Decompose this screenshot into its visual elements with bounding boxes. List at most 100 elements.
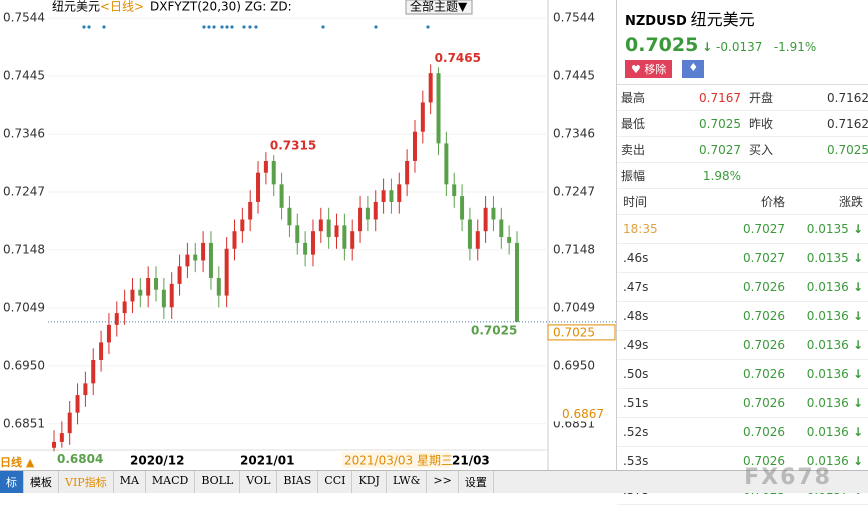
candle-body <box>138 289 143 296</box>
candle-body <box>122 301 127 314</box>
trade-row: .49s 0.7026 0.0136 <box>617 331 868 360</box>
candle-body <box>499 219 504 238</box>
tab[interactable]: BIAS <box>277 471 319 493</box>
trade-cell: 0.0136 <box>785 425 863 439</box>
candle-body <box>99 342 104 360</box>
period[interactable]: 日线 ▲ <box>0 456 35 469</box>
candle-body <box>169 283 174 308</box>
price-label: 0.7025 <box>553 325 595 339</box>
y-tick-label: 0.7148 <box>3 242 45 256</box>
theme-button-label[interactable]: 全部主题▼ <box>410 0 468 14</box>
candle-body <box>295 225 300 243</box>
tab[interactable]: MACD <box>146 471 196 493</box>
trade-cell: .53s <box>623 454 649 468</box>
extreme-label: 0.7025 <box>471 323 517 337</box>
tab[interactable]: >> <box>427 471 459 493</box>
remove-label[interactable]: 移除 <box>644 63 667 76</box>
y-tick-label: 0.7346 <box>553 127 595 141</box>
extreme-label: 0.6804 <box>57 452 103 466</box>
candle-body <box>483 207 488 232</box>
tab-bar: 标模板 VIP指标 MA MACD BOLL VOL BIAS CCI KDJ LW& >> 设置 <box>0 470 868 493</box>
candle-body <box>310 231 315 255</box>
tab[interactable]: CCI <box>318 471 353 493</box>
stat-row: 振幅 1.98% <box>617 163 868 189</box>
trade-cell: 0.7027 <box>743 222 785 236</box>
trade-row: .50s 0.7026 0.0136 <box>617 360 868 389</box>
quote-price-row: 0.7025 ↓ -0.0137 -1.91% <box>625 34 817 56</box>
tab[interactable]: 设置 <box>459 471 494 493</box>
candle-body <box>365 207 370 220</box>
button-row: ♥ 移除 ♦ <box>617 60 868 85</box>
candle-body <box>475 231 480 249</box>
candle-body <box>154 278 159 290</box>
tab[interactable]: VOL <box>240 471 278 493</box>
candle-body <box>342 225 347 249</box>
alert-button[interactable]: ♦ <box>682 60 705 78</box>
trade-cell: 0.0136 <box>785 396 863 410</box>
theme-button[interactable] <box>405 0 473 15</box>
candle-body <box>460 196 465 220</box>
candle-body <box>59 433 64 442</box>
trade-cell: .50s <box>623 367 649 381</box>
date-label: 21/03 <box>452 454 490 468</box>
candle-body <box>326 219 331 238</box>
header: 纽元美元 <box>52 0 100 14</box>
change: -0.0137 <box>716 40 763 54</box>
trade-cell: 0.7026 <box>743 338 785 352</box>
trade-cell: 0.0135 <box>785 251 863 265</box>
date-highlight <box>342 452 450 468</box>
quote-panel: NZDUSD 纽元美元 0.7025 ↓ -0.0137 -1.91% ♥ 移除… <box>616 0 868 505</box>
stat-cell: 昨收 <box>749 117 774 131</box>
stat-cell: 0.7025 <box>827 142 868 157</box>
candle-body <box>491 207 496 220</box>
trade-row: .48s 0.7026 0.0136 <box>617 302 868 331</box>
trade-cell: .52s <box>623 425 649 439</box>
remove-button[interactable]: ♥ 移除 <box>625 60 673 78</box>
stat-cell: 1.98% <box>702 168 741 183</box>
stat-cell: 0.7025 <box>699 116 741 131</box>
stat-cell: 振幅 <box>621 169 646 183</box>
tab[interactable]: 模板 <box>24 471 59 493</box>
candle-body <box>507 237 512 243</box>
trade-cell: 0.7026 <box>743 367 785 381</box>
candle-body <box>389 190 394 202</box>
trades: 18:350.70270.0135.46s0.70270.0135.47s0.7… <box>617 215 868 505</box>
tab[interactable]: VIP指标 <box>59 471 114 493</box>
candle-body <box>75 395 80 413</box>
candle-body <box>248 201 253 220</box>
candle-body <box>67 412 72 434</box>
candle-body <box>287 207 292 226</box>
tab[interactable]: BOLL <box>195 471 241 493</box>
candle-body <box>405 160 410 185</box>
y-tick-label: 0.6851 <box>3 416 45 430</box>
candle-body <box>412 131 417 161</box>
tab[interactable]: KDJ <box>352 471 387 493</box>
candle-body <box>83 383 88 396</box>
y-tick-label: 0.7049 <box>3 300 45 314</box>
tab[interactable]: LW& <box>387 471 428 493</box>
trade-cell: 0.0136 <box>785 367 863 381</box>
price-box <box>547 324 616 341</box>
signal-dots <box>82 25 430 29</box>
candle-body <box>263 160 268 173</box>
trade-header: 时间 价格 涨跌 <box>617 189 868 215</box>
ref-label: 0.6867 <box>562 407 604 421</box>
candle-body <box>373 201 378 220</box>
trade-row: .51s 0.7026 0.0136 <box>617 389 868 418</box>
symbol: NZDUSD <box>625 14 687 29</box>
trade-cell: 18:35 <box>623 222 658 236</box>
candle-body <box>177 266 182 284</box>
trade-cell: 0.7026 <box>743 425 785 439</box>
stat-cell: 0.7027 <box>699 142 741 157</box>
date-label: 2021/03/03 星期三 <box>344 454 453 468</box>
candle-body <box>114 313 119 325</box>
tab[interactable]: 标 <box>0 471 24 493</box>
candle-body <box>106 324 111 343</box>
candle-body <box>146 278 151 296</box>
price: 0.7025 <box>625 34 699 56</box>
candle-body <box>208 242 213 279</box>
tab[interactable]: MA <box>114 471 146 493</box>
y-tick-label: 0.7445 <box>3 69 45 83</box>
candle-body <box>350 231 355 249</box>
candle-body <box>452 184 457 197</box>
